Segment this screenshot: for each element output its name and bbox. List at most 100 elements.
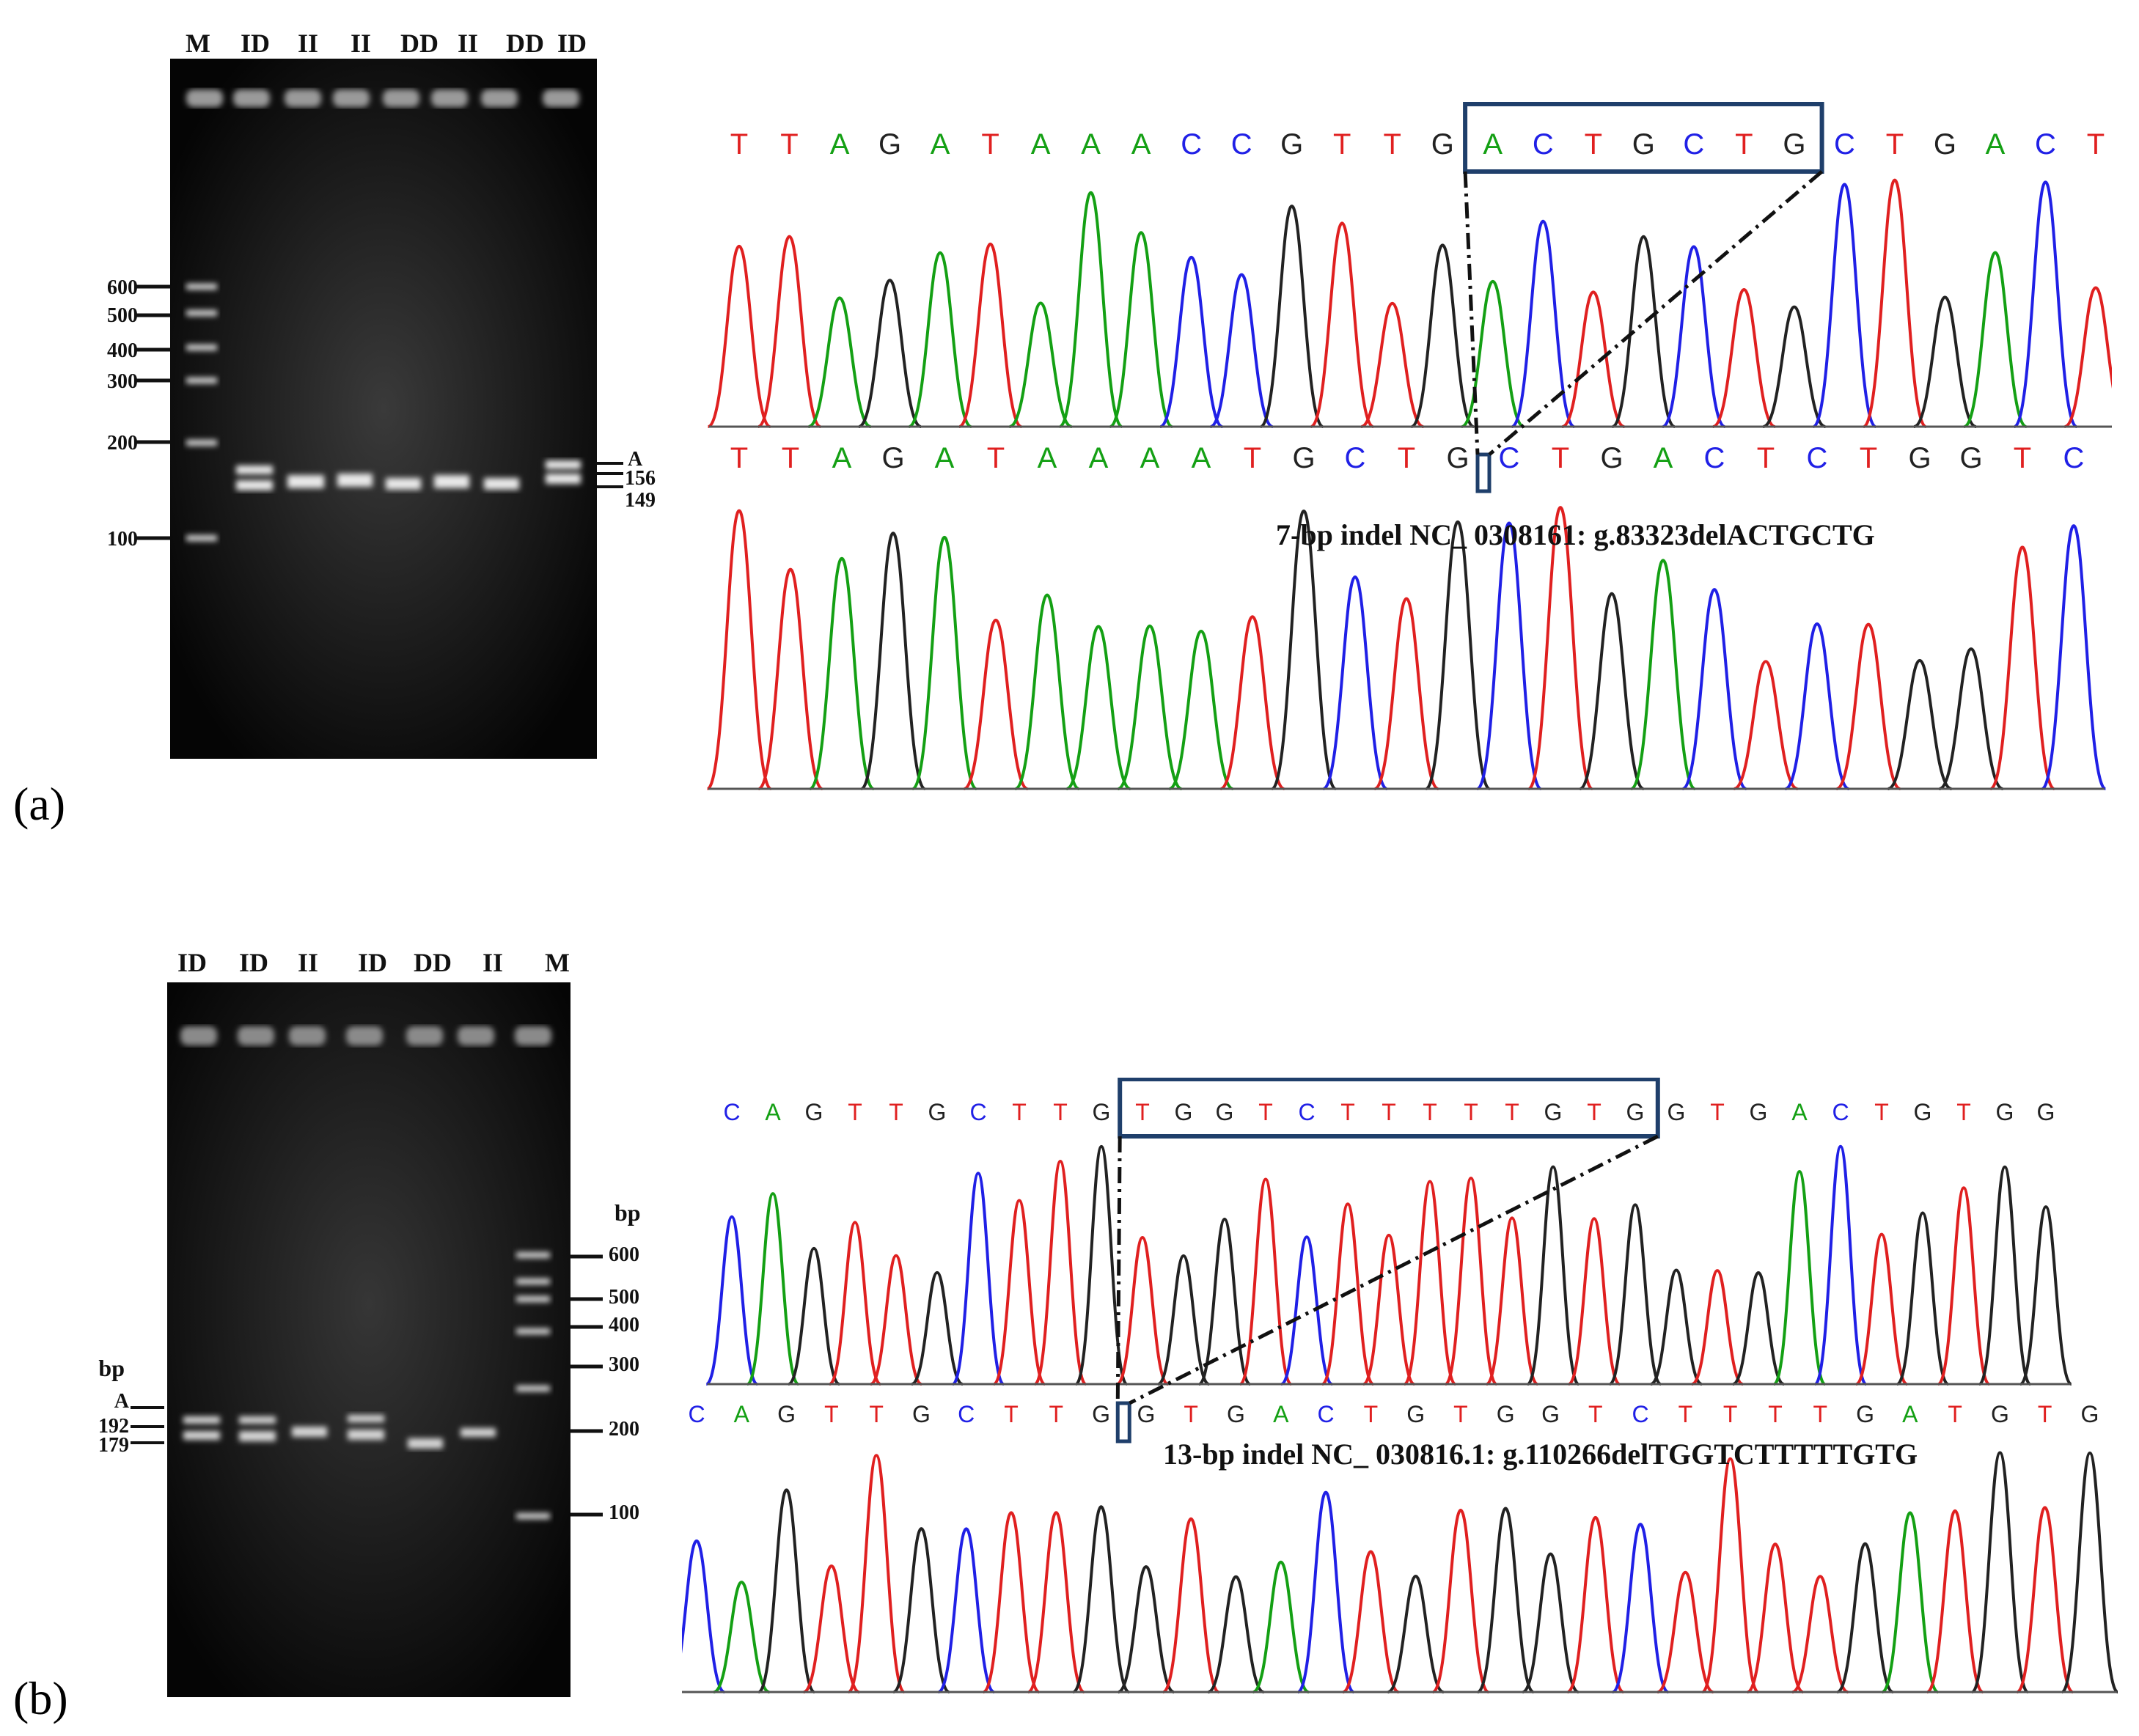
trace-peak-b-top xyxy=(1772,1170,1827,1386)
band-ticks-b xyxy=(131,1406,164,1444)
trace-peak-b-top xyxy=(1896,1211,1949,1386)
trace-peak-a-top xyxy=(757,235,821,428)
base-call-b-top: G xyxy=(1626,1099,1645,1125)
trace-peak-a-bottom xyxy=(1219,615,1285,790)
base-call-a-bottom: C xyxy=(1499,442,1520,474)
marker-label: 200 xyxy=(107,432,138,455)
base-call-b-top: G xyxy=(1544,1099,1563,1125)
trace-peak-b-bottom xyxy=(1836,1542,1894,1693)
base-call-b-top: T xyxy=(1956,1099,1971,1125)
trace-peak-b-bottom xyxy=(1342,1550,1400,1693)
trace-peak-a-bottom xyxy=(1476,521,1542,790)
deletion-site-box-b xyxy=(1115,1401,1131,1443)
trace-peak-a-top xyxy=(1611,235,1676,428)
trace-peak-b-bottom xyxy=(682,1539,726,1693)
trace-peak-a-top xyxy=(1712,287,1776,428)
base-call-a-top: T xyxy=(2087,128,2105,161)
trace-peak-a-bottom xyxy=(2041,524,2107,790)
base-call-a-top: T xyxy=(730,128,748,161)
trace-peak-b-bottom xyxy=(1072,1505,1130,1693)
chromatogram-a: T T A G A T A A A C C G T T G A C T G C T G C T G A C TT T A G A T A A A A T G… xyxy=(705,102,2112,790)
lane-label: M xyxy=(545,948,570,977)
base-call-b-bottom: G xyxy=(1137,1401,1155,1427)
lane-label: DD xyxy=(400,29,439,58)
base-call-a-top: G xyxy=(1280,128,1303,161)
base-call-b-top: T xyxy=(1053,1099,1068,1125)
trace-peak-a-bottom xyxy=(1322,575,1388,790)
base-call-a-bottom: T xyxy=(987,442,1005,474)
gel-bands-b xyxy=(167,982,570,1697)
trace-peak-b-top xyxy=(705,1215,758,1386)
trace-peak-a-bottom xyxy=(1579,592,1645,790)
trace-peak-b-bottom xyxy=(892,1527,950,1693)
base-call-b-top: G xyxy=(2037,1099,2055,1125)
trace-peak-b-top xyxy=(1608,1203,1662,1386)
base-call-b-top: T xyxy=(1382,1099,1396,1125)
connector-line-a xyxy=(1488,170,1824,456)
base-call-a-bottom: T xyxy=(1552,442,1569,474)
base-call-b-top: T xyxy=(1587,1099,1602,1125)
trace-peak-a-bottom xyxy=(860,532,926,790)
base-call-a-top: T xyxy=(1384,128,1401,161)
trace-peak-b-bottom xyxy=(1117,1564,1175,1693)
base-call-a-bottom: T xyxy=(2014,442,2031,474)
base-call-b-bottom: A xyxy=(1273,1401,1289,1427)
trace-peak-b-top xyxy=(992,1199,1046,1386)
trace-peak-b-bottom xyxy=(1027,1511,1085,1693)
trace-peak-b-top xyxy=(2019,1205,2072,1386)
trace-peak-a-bottom xyxy=(1168,629,1234,790)
trace-peak-a-bottom xyxy=(1425,520,1491,790)
base-call-a-bottom: G xyxy=(1292,442,1315,474)
trace-peak-b-bottom xyxy=(1566,1515,1624,1693)
base-call-b-top: T xyxy=(889,1099,903,1125)
base-call-a-top: C xyxy=(1683,128,1704,161)
base-call-a-top: A xyxy=(1081,128,1101,161)
trace-peak-b-top xyxy=(1691,1269,1744,1386)
base-call-b-top: T xyxy=(1340,1099,1355,1125)
base-call-a-top: T xyxy=(1333,128,1351,161)
base-call-a-top: T xyxy=(1585,128,1602,161)
base-call-b-top: G xyxy=(1216,1099,1234,1125)
marker-label: 100 xyxy=(107,528,138,551)
base-call-b-bottom: G xyxy=(1541,1401,1560,1427)
trace-peak-b-bottom xyxy=(1970,1451,2030,1693)
base-call-a-top: G xyxy=(1934,128,1956,161)
base-call-b-top: G xyxy=(1093,1099,1111,1125)
base-call-a-top: C xyxy=(1834,128,1855,161)
lane-label: DD xyxy=(414,948,452,977)
marker-label: 200 xyxy=(609,1418,639,1441)
base-call-b-top: G xyxy=(805,1099,823,1125)
trace-peak-b-top xyxy=(1855,1232,1908,1386)
marker-label: 300 xyxy=(609,1353,639,1376)
trace-peak-b-bottom xyxy=(713,1581,771,1693)
trace-peak-b-bottom xyxy=(757,1488,815,1693)
trace-peak-a-top xyxy=(958,242,1023,428)
base-call-b-top: T xyxy=(1258,1099,1273,1125)
trace-peak-a-top xyxy=(1109,231,1173,428)
indel-caption-a: 7-bp indel NC_ 0308161: g.83323delACTGCT… xyxy=(1276,518,1875,551)
trace-peak-a-bottom xyxy=(1887,658,1953,790)
gel-bands-a xyxy=(170,59,597,759)
trace-peak-a-bottom xyxy=(705,509,773,790)
trace-peak-a-top xyxy=(2013,180,2078,428)
base-call-a-bottom: A xyxy=(1038,442,1057,474)
base-call-b-top: G xyxy=(1750,1099,1768,1125)
trace-peak-b-top xyxy=(1033,1159,1087,1386)
trace-peak-a-bottom xyxy=(1117,624,1183,790)
lane-label: M xyxy=(186,29,210,58)
band-label: 179 xyxy=(98,1434,129,1457)
trace-peak-a-bottom xyxy=(1630,559,1696,790)
base-call-b-top: T xyxy=(1874,1099,1889,1125)
lane-label: II xyxy=(297,948,319,977)
base-call-b-bottom: G xyxy=(1406,1401,1425,1427)
base-call-b-top: G xyxy=(1914,1099,1932,1125)
trace-peak-a-bottom xyxy=(1784,622,1850,790)
marker-label: 400 xyxy=(609,1314,639,1336)
base-call-a-top: G xyxy=(1632,128,1655,161)
trace-peak-b-bottom xyxy=(1656,1570,1714,1693)
trace-peak-b-top xyxy=(870,1254,922,1386)
base-call-a-top: C xyxy=(1181,128,1202,161)
trace-peak-a-top xyxy=(1008,301,1073,428)
trace-peak-b-bottom xyxy=(1252,1560,1310,1693)
base-call-a-bottom: C xyxy=(1345,442,1366,474)
